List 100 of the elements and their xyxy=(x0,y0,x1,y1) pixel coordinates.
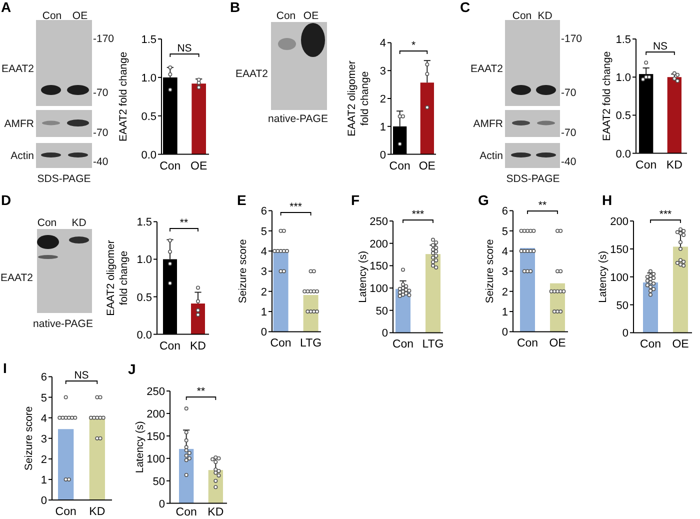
text: -40 xyxy=(93,156,108,168)
y-axis-title: EAAT2 oligomer fold change xyxy=(346,60,371,136)
y-tick-label: 200 xyxy=(610,216,628,228)
text: EAAT2 xyxy=(236,68,268,80)
text: Con xyxy=(37,217,57,229)
y-tick-label: 0 xyxy=(502,326,508,339)
y-tick-label: 250 xyxy=(370,216,388,228)
y-tick-label: 1.5 xyxy=(141,34,156,46)
y-tick-label: 0.0 xyxy=(136,329,152,342)
text: Con xyxy=(42,10,62,22)
annotation: ** xyxy=(538,200,547,212)
text: A xyxy=(1,0,12,15)
x-tick-label: Con xyxy=(55,506,76,518)
y-axis-title: Latency (s) xyxy=(357,250,369,303)
y-tick-label: 0 xyxy=(40,495,47,507)
text: G xyxy=(478,192,489,208)
y-tick-label: 3 xyxy=(40,433,47,446)
annotation: NS xyxy=(177,42,192,54)
y-tick-label: 4 xyxy=(40,412,47,425)
y-axis-title: Seizure score xyxy=(237,238,249,304)
y-tick-label: 5 xyxy=(260,226,267,238)
text: B xyxy=(230,0,240,15)
y-tick-label: 1.0 xyxy=(616,72,631,84)
text: -70 xyxy=(561,127,576,139)
y-tick-label: 1.0 xyxy=(141,72,156,84)
text: native-PAGE xyxy=(268,113,328,125)
y-tick-label: 250 xyxy=(146,386,165,398)
x-tick-label: OE xyxy=(549,338,566,350)
text: -170 xyxy=(561,33,582,45)
x-tick-label: Con xyxy=(392,338,414,351)
annotation: *** xyxy=(290,201,302,213)
x-tick-label: Con xyxy=(160,160,181,172)
text: SDS-PAGE xyxy=(37,173,91,185)
text: *** xyxy=(412,208,424,220)
y-tick-label: 1 xyxy=(502,306,508,319)
y-tick-label: 0.0 xyxy=(141,149,156,162)
annotation: ** xyxy=(180,217,188,229)
y-tick-label: 100 xyxy=(610,272,628,284)
y-tick-label: 50 xyxy=(616,300,628,312)
x-tick-label: Con xyxy=(636,159,657,172)
text: I xyxy=(3,360,7,376)
text: E xyxy=(237,192,246,208)
text: Actin xyxy=(480,150,504,162)
y-tick-label: 0 xyxy=(158,498,165,510)
x-tick-label: Con xyxy=(159,340,181,352)
y-tick-label: 0.0 xyxy=(616,148,631,160)
x-tick-label: Con xyxy=(389,160,410,172)
y-tick-label: 1 xyxy=(40,474,47,486)
y-axis-title: Latency (s) xyxy=(597,250,609,303)
text: OE xyxy=(72,10,88,22)
y-tick-label: 150 xyxy=(370,260,388,273)
x-tick-label: KD xyxy=(666,159,682,172)
text: native-PAGE xyxy=(33,318,93,330)
y-tick-label: 0.5 xyxy=(136,292,152,304)
y-tick-label: 4 xyxy=(260,246,267,258)
text: -170 xyxy=(93,33,114,45)
y-axis-title: EAAT2 fold change xyxy=(601,51,613,141)
y-tick-label: 150 xyxy=(610,244,628,256)
x-tick-label: KD xyxy=(89,506,106,518)
y-tick-label: 0 xyxy=(622,328,628,340)
x-tick-label: OE xyxy=(672,338,690,351)
x-tick-label: LTG xyxy=(422,338,444,351)
y-tick-label: 1 xyxy=(380,121,386,134)
y-tick-label: 100 xyxy=(370,283,388,296)
y-tick-label: 200 xyxy=(370,238,388,250)
y-tick-label: 3 xyxy=(380,66,386,78)
text: -40 xyxy=(561,156,576,168)
y-tick-label: 1.0 xyxy=(136,254,152,266)
text: SDS-PAGE xyxy=(506,173,560,185)
y-axis-title: Seizure score xyxy=(23,406,35,470)
text: EAAT2 xyxy=(0,272,34,284)
annotation: NS xyxy=(652,40,668,52)
y-axis-title: EAAT2 oligomer fold change xyxy=(105,240,130,316)
text: *** xyxy=(659,208,672,220)
y-tick-label: 2 xyxy=(260,286,267,298)
x-tick-label: KD xyxy=(208,506,224,518)
text: -70 xyxy=(93,127,108,139)
y-tick-label: 3 xyxy=(502,266,508,278)
annotation: NS xyxy=(74,370,89,382)
y-tick-label: 2 xyxy=(502,286,508,298)
y-tick-label: 1.5 xyxy=(616,34,631,46)
y-tick-label: 150 xyxy=(146,430,165,443)
y-tick-label: 0.5 xyxy=(141,110,156,123)
y-axis-title: Seizure score xyxy=(484,238,496,304)
text: Actin xyxy=(10,150,34,162)
y-tick-label: 1.5 xyxy=(136,216,152,229)
y-tick-label: 50 xyxy=(152,476,165,488)
text: OE xyxy=(303,10,319,22)
x-tick-label: Con xyxy=(516,338,538,350)
text: KD xyxy=(538,10,553,22)
x-tick-label: LTG xyxy=(300,338,322,350)
y-tick-label: 6 xyxy=(40,372,47,384)
y-tick-label: 5 xyxy=(40,392,47,404)
text: KD xyxy=(72,217,87,229)
y-tick-label: 6 xyxy=(260,206,267,218)
y-tick-label: 0 xyxy=(382,328,388,340)
y-tick-label: 4 xyxy=(502,246,508,258)
text: C xyxy=(460,0,470,15)
y-tick-label: 0 xyxy=(380,149,386,162)
annotation: * xyxy=(411,40,416,52)
